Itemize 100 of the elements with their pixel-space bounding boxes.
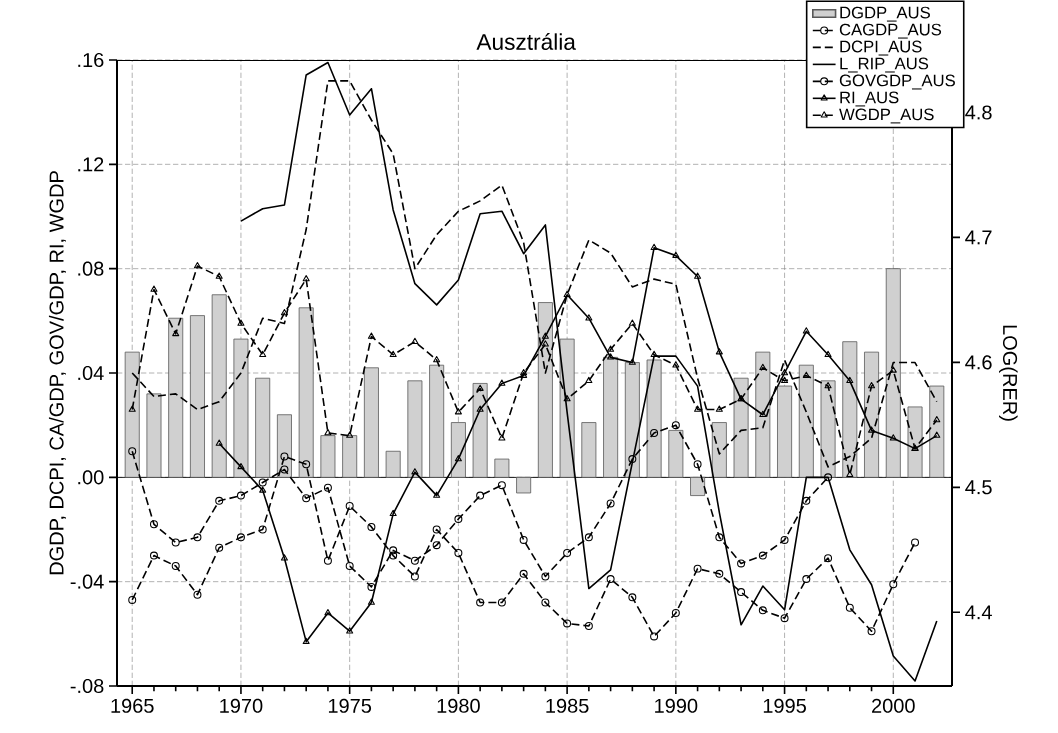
point <box>520 371 528 378</box>
point <box>650 632 659 641</box>
point <box>520 368 528 376</box>
bar <box>624 362 640 478</box>
y-tick-label: -.04 <box>70 574 104 589</box>
bar <box>885 268 901 478</box>
legend-label: DGDP_AUS <box>840 6 930 22</box>
point <box>454 548 463 557</box>
point <box>671 421 680 430</box>
point <box>628 319 636 326</box>
point <box>693 564 702 573</box>
bar <box>668 429 684 478</box>
x-tick-label: 2000 <box>872 698 915 713</box>
point <box>193 262 201 269</box>
point <box>628 358 636 365</box>
bar <box>320 435 336 478</box>
point <box>302 637 310 644</box>
point <box>367 522 376 531</box>
bar <box>472 383 488 478</box>
point <box>454 515 463 524</box>
point <box>433 355 441 363</box>
bar <box>929 385 945 478</box>
point <box>323 556 332 565</box>
bar <box>363 367 379 478</box>
point <box>193 590 202 599</box>
y-tick-label: .16 <box>78 52 104 68</box>
bar <box>211 294 227 478</box>
point <box>323 483 332 492</box>
point <box>215 496 224 505</box>
point <box>280 554 288 561</box>
bar <box>146 393 162 478</box>
bar <box>233 338 249 478</box>
point <box>172 329 180 337</box>
bar <box>842 341 858 478</box>
point <box>149 551 158 560</box>
point <box>280 465 289 474</box>
point <box>737 588 746 597</box>
point <box>258 478 267 487</box>
point <box>454 408 462 415</box>
point <box>215 543 224 552</box>
point <box>845 603 854 612</box>
point <box>693 460 702 469</box>
point <box>694 272 702 279</box>
x-tick-label: 1985 <box>546 698 589 713</box>
point <box>868 426 876 433</box>
x-tick-label: 1970 <box>220 698 263 713</box>
y2-axis-title: LOG(RER) <box>999 325 1018 421</box>
point <box>541 332 549 339</box>
point <box>759 410 767 418</box>
legend-label: GOVGDP_AUS <box>839 74 955 90</box>
bar <box>168 317 184 478</box>
point <box>149 520 158 529</box>
point <box>868 382 876 389</box>
bar <box>733 377 749 478</box>
point <box>889 366 897 373</box>
bar <box>581 422 597 478</box>
point <box>802 327 810 334</box>
point <box>563 395 571 402</box>
point <box>694 405 702 412</box>
point <box>824 350 832 358</box>
point <box>324 428 332 436</box>
point <box>607 353 615 360</box>
point <box>497 481 506 490</box>
point <box>715 348 723 355</box>
point <box>802 575 811 584</box>
point <box>889 580 898 589</box>
x-tick-label: 1990 <box>655 698 698 713</box>
legend-label: WGDP_AUS <box>839 108 934 124</box>
point <box>585 376 593 384</box>
point <box>389 551 398 560</box>
legend-label: DCPI_AUS <box>840 40 922 56</box>
bar <box>189 315 205 478</box>
point <box>193 533 202 542</box>
x-tick-label: 1980 <box>437 698 480 713</box>
point <box>824 554 833 563</box>
point <box>237 462 245 470</box>
chart-title: Ausztrália <box>476 33 576 50</box>
bar <box>516 476 532 494</box>
bar <box>820 380 836 478</box>
point <box>410 556 419 565</box>
point <box>584 622 593 631</box>
point <box>236 533 245 542</box>
bar <box>907 406 923 478</box>
x-tick-label: 1965 <box>111 698 154 713</box>
point <box>867 627 876 636</box>
legend-label: RI_AUS <box>840 91 899 107</box>
point <box>345 502 354 511</box>
x-tick-label: 1975 <box>328 698 372 713</box>
point <box>346 627 354 634</box>
point <box>650 428 659 437</box>
point <box>476 598 485 607</box>
y2-tick-label: 4.6 <box>965 355 992 370</box>
point <box>780 614 789 623</box>
y2-tick-label: 4.7 <box>965 230 992 245</box>
point <box>237 319 245 326</box>
point <box>498 434 506 441</box>
point <box>389 546 398 555</box>
bar <box>646 359 662 478</box>
bar <box>494 458 510 478</box>
point <box>215 439 223 446</box>
